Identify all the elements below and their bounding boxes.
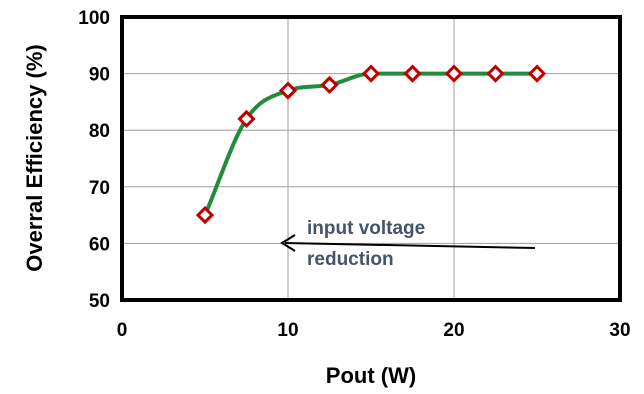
y-tick-label: 80 — [89, 121, 110, 142]
y-tick-label: 90 — [89, 65, 110, 86]
x-tick-label: 30 — [609, 320, 630, 341]
x-tick-labels: 0 10 20 30 — [117, 320, 631, 341]
data-point-marker — [361, 64, 381, 83]
x-tick-label: 10 — [277, 320, 298, 341]
x-tick-label: 0 — [117, 320, 128, 341]
y-axis-title: Overral Efficiency (%) — [22, 44, 47, 271]
data-point-marker — [486, 64, 505, 83]
data-point-marker — [444, 64, 464, 83]
efficiency-curve — [203, 71, 537, 216]
data-point-marker — [403, 64, 422, 83]
annotation-line-2: reduction — [307, 249, 394, 270]
x-tick-label: 20 — [443, 320, 464, 341]
data-markers — [195, 64, 547, 225]
data-point-marker — [320, 75, 339, 95]
annotation-arrow-head — [280, 234, 296, 252]
y-tick-label: 50 — [89, 291, 110, 312]
annotation-arrow — [284, 242, 536, 249]
data-point-marker — [237, 109, 256, 129]
plot-area-frame — [120, 15, 622, 302]
y-tick-label: 100 — [78, 8, 110, 29]
data-point-marker — [527, 64, 547, 83]
y-tick-label: 60 — [89, 234, 110, 255]
annotation-line-1: input voltage — [307, 218, 425, 239]
y-tick-labels: 50 60 70 80 90 100 — [78, 8, 110, 312]
data-point-marker — [195, 205, 215, 225]
y-tick-label: 70 — [89, 178, 110, 199]
data-point-marker — [278, 81, 298, 100]
x-axis-title: Pout (W) — [326, 363, 416, 388]
